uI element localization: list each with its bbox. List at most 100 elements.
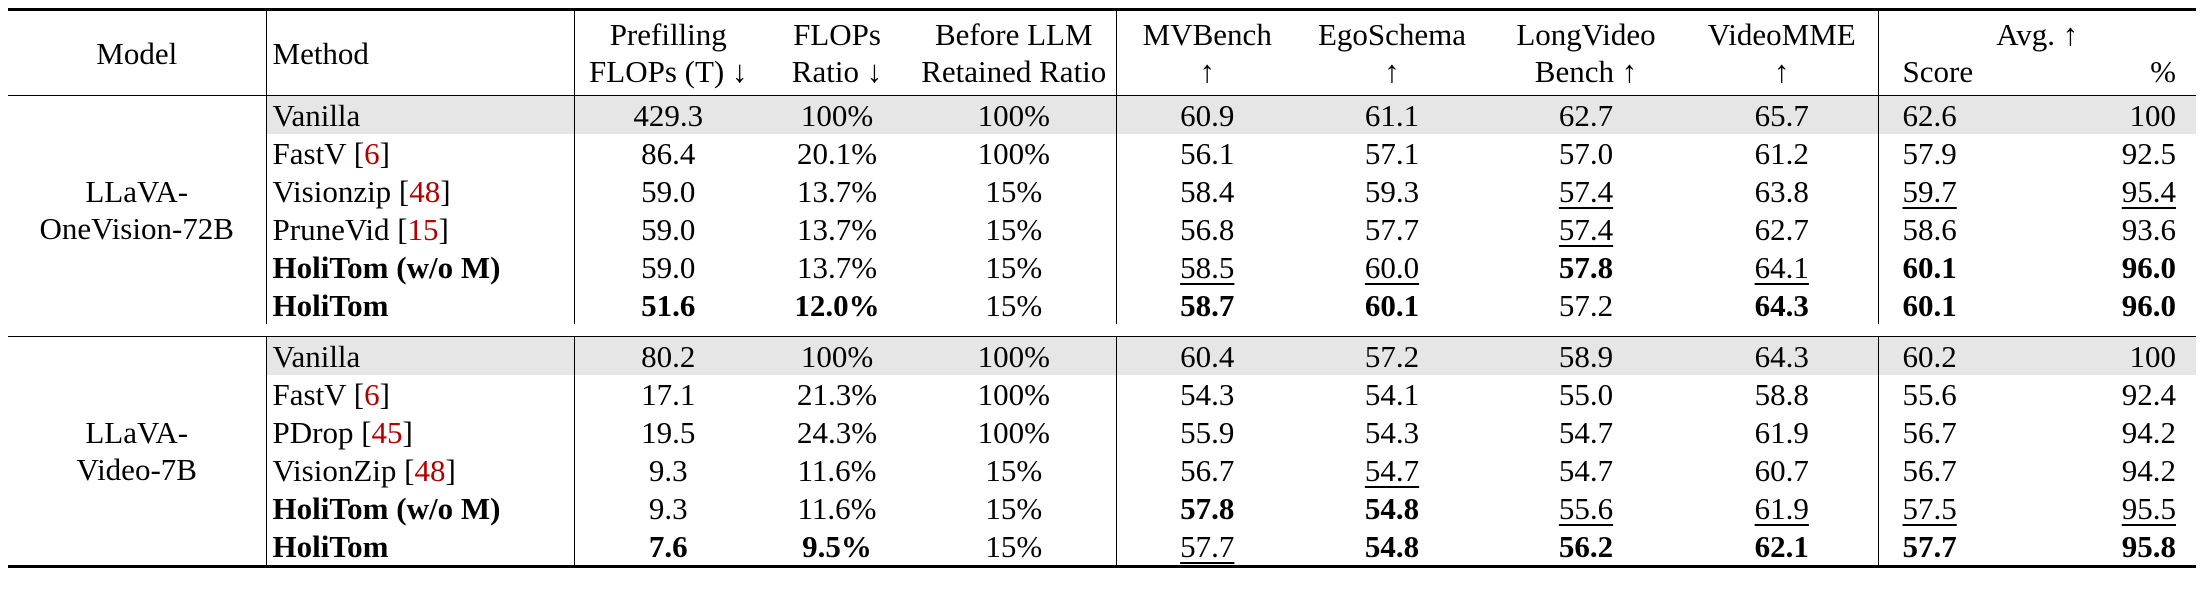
avg-score: 60.1 xyxy=(1902,287,1957,323)
avg-score: 56.7 xyxy=(1902,452,1957,488)
cell-lv: 54.7 xyxy=(1558,452,1614,488)
cell-ego: 60.1 xyxy=(1364,287,1420,323)
cell-average: 60.1 96.0 xyxy=(1877,248,2196,286)
avg-pct: 95.5 xyxy=(2121,490,2176,526)
cell-flops: 13.7% xyxy=(796,211,878,247)
cell-mv: 56.7 xyxy=(1115,451,1298,489)
avg-pct: 95.8 xyxy=(2121,528,2176,564)
cell-lv: 58.9 xyxy=(1486,336,1686,375)
header-average: Avg. ↑ Score% xyxy=(1877,9,2196,96)
avg-pct: 92.5 xyxy=(2121,135,2176,171)
header-method: Method xyxy=(265,9,574,96)
cell-average: 60.1 96.0 xyxy=(1877,286,2196,324)
citation-link[interactable]: 6 xyxy=(364,135,380,171)
cell-retain: 15% xyxy=(985,287,1043,323)
cell-flops: 21.3% xyxy=(796,376,878,412)
cell-vm: 64.1 xyxy=(1754,249,1809,285)
citation-link[interactable]: 48 xyxy=(409,173,441,209)
cell-average: 57.5 95.5 xyxy=(1877,489,2196,527)
cell-retain: 15% xyxy=(985,490,1043,526)
avg-score: 60.2 xyxy=(1902,338,1957,374)
cell-flops: 12.0% xyxy=(794,287,880,323)
cell-prefill: 9.3 xyxy=(573,489,762,527)
model-name: LLaVA- OneVision-72B xyxy=(39,174,234,246)
citation-link[interactable]: 48 xyxy=(414,452,446,488)
header-retained-ratio: Before LLM Retained Ratio xyxy=(912,9,1116,96)
citation-link[interactable]: 45 xyxy=(371,414,403,450)
cell-method: Vanilla xyxy=(265,336,574,375)
cell-retain: 15% xyxy=(985,452,1043,488)
cell-ego: 54.3 xyxy=(1364,414,1420,450)
table-row: HoliTom (w/o M) 59.0 13.7% 15% 58.5 60.0 57.8 6… xyxy=(8,248,2196,286)
cell-vm: 61.9 xyxy=(1754,490,1809,526)
cell-vm: 58.8 xyxy=(1754,376,1809,412)
header-avg-score: Score xyxy=(1902,54,1974,89)
cell-method: Visionzip [48] xyxy=(265,172,574,210)
cell-mv: 60.9 xyxy=(1115,95,1298,134)
header-flops-ratio: FLOPs Ratio ↓ xyxy=(762,9,912,96)
cell-retain: 15% xyxy=(985,211,1043,247)
header-mvbench: MVBench ↑ xyxy=(1115,9,1298,96)
cell-lv: 57.4 xyxy=(1558,211,1614,247)
cell-vm: 63.8 xyxy=(1754,173,1809,209)
cell-mv: 54.3 xyxy=(1115,375,1298,413)
table-row: HoliTom 7.6 9.5% 15% 57.7 54.8 56.2 62.1 57.7 95.… xyxy=(8,527,2196,568)
cell-lv: 55.0 xyxy=(1558,376,1614,412)
cell-lv: 54.7 xyxy=(1558,414,1614,450)
header-prefilling-flops: Prefilling FLOPs (T) ↓ xyxy=(573,9,762,96)
cell-vm: 60.7 xyxy=(1754,452,1809,488)
avg-pct: 100 xyxy=(2129,97,2177,133)
cell-retain: 100% xyxy=(977,376,1050,412)
avg-pct: 93.6 xyxy=(2121,211,2176,247)
table-row: VisionZip [48] 9.3 11.6% 15% 56.7 54.7 54.7 60.… xyxy=(8,451,2196,489)
cell-mv: 56.1 xyxy=(1115,134,1298,172)
cell-method: Vanilla xyxy=(265,95,574,134)
avg-pct: 94.2 xyxy=(2121,414,2176,450)
cell-average: 59.7 95.4 xyxy=(1877,172,2196,210)
avg-score: 57.5 xyxy=(1902,490,1957,526)
avg-pct: 92.4 xyxy=(2121,376,2176,412)
cell-method: FastV [6] xyxy=(265,134,574,172)
results-table: Model Method Prefilling FLOPs (T) ↓ FLOPs… xyxy=(8,8,2196,568)
cell-lv: 57.8 xyxy=(1558,249,1614,285)
cell-flops: 20.1% xyxy=(796,135,878,171)
avg-score: 57.7 xyxy=(1902,528,1957,564)
citation-link[interactable]: 6 xyxy=(364,376,380,412)
cell-retain: 100% xyxy=(977,414,1050,450)
table-row: HoliTom 51.6 12.0% 15% 58.7 60.1 57.2 64.3 60.1 9… xyxy=(8,286,2196,324)
avg-score: 57.9 xyxy=(1902,135,1957,171)
avg-pct: 96.0 xyxy=(2121,287,2176,323)
cell-retain: 15% xyxy=(985,173,1043,209)
cell-vm: 65.7 xyxy=(1686,95,1878,134)
cell-flops: 100% xyxy=(762,95,912,134)
cell-average: 57.9 92.5 xyxy=(1877,134,2196,172)
cell-prefill: 59.0 xyxy=(573,248,762,286)
cell-lv: 57.0 xyxy=(1558,135,1614,171)
cell-ego: 57.7 xyxy=(1364,211,1420,247)
table-row: Visionzip [48] 59.0 13.7% 15% 58.4 59.3 57.4 63… xyxy=(8,172,2196,210)
cell-average: 55.6 92.4 xyxy=(1877,375,2196,413)
avg-score: 62.6 xyxy=(1902,97,1957,133)
cell-method: PruneVid [15] xyxy=(265,210,574,248)
avg-pct: 95.4 xyxy=(2121,173,2176,209)
cell-method: HoliTom xyxy=(265,527,574,568)
avg-pct: 96.0 xyxy=(2121,249,2176,285)
cell-prefill: 59.0 xyxy=(573,210,762,248)
cell-average: 56.7 94.2 xyxy=(1877,451,2196,489)
cell-prefill: 9.3 xyxy=(573,451,762,489)
avg-score: 59.7 xyxy=(1902,173,1957,209)
cell-prefill: 17.1 xyxy=(573,375,762,413)
cell-mv: 57.8 xyxy=(1115,489,1298,527)
cell-retain: 15% xyxy=(912,527,1116,568)
cell-method: HoliTom (w/o M) xyxy=(265,489,574,527)
cell-method: HoliTom (w/o M) xyxy=(265,248,574,286)
citation-link[interactable]: 15 xyxy=(407,211,439,247)
table-row: LLaVA- OneVision-72B Vanilla 429.3 100% 100% 6… xyxy=(8,95,2196,246)
cell-vm: 64.3 xyxy=(1754,287,1809,323)
cell-ego: 57.1 xyxy=(1364,135,1420,171)
table-body: LLaVA- OneVision-72B Vanilla 429.3 100% 100% 6… xyxy=(8,95,2196,568)
cell-prefill: 51.6 xyxy=(573,286,762,324)
header-videomme: VideoMME ↑ xyxy=(1686,9,1878,96)
avg-score: 55.6 xyxy=(1902,376,1957,412)
cell-average: 58.6 93.6 xyxy=(1877,210,2196,248)
